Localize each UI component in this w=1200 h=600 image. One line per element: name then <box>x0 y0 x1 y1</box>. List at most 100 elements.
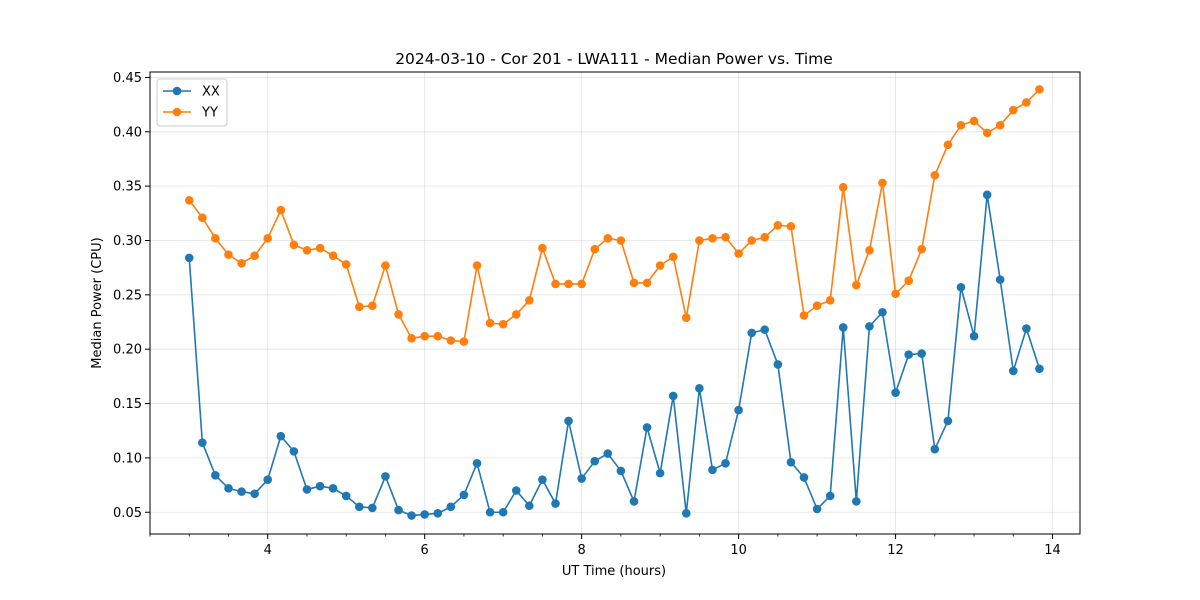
data-point-xx <box>524 501 534 511</box>
data-point-xx <box>878 307 887 317</box>
data-point-xx <box>198 438 207 447</box>
data-point-xx <box>355 502 364 512</box>
data-point-xx <box>995 275 1005 284</box>
data-point-xx <box>315 481 325 491</box>
y-tick-label: 0.30 <box>113 234 142 249</box>
data-point-xx <box>930 444 940 454</box>
y-tick-label: 0.20 <box>113 343 142 358</box>
data-point-xx <box>433 509 443 518</box>
data-point-xx <box>760 325 770 334</box>
data-point-xx <box>289 447 299 456</box>
data-point-yy <box>368 301 377 311</box>
data-point-xx <box>328 484 338 493</box>
x-axis-label: UT Time (hours) <box>562 564 666 579</box>
data-point-yy <box>551 279 560 289</box>
data-point-xx <box>590 456 600 466</box>
data-point-xx <box>956 282 966 292</box>
data-point-yy <box>237 259 246 268</box>
data-point-xx <box>786 457 796 467</box>
data-point-yy <box>577 279 586 289</box>
data-point-yy <box>917 244 927 254</box>
data-point-xx <box>368 503 377 513</box>
data-point-xx <box>577 474 586 483</box>
data-point-xx <box>616 466 626 476</box>
data-point-yy <box>799 311 809 320</box>
data-point-yy <box>878 178 887 188</box>
data-point-yy <box>668 252 678 262</box>
data-point-xx <box>708 465 717 475</box>
data-point-yy <box>355 302 364 312</box>
data-point-yy <box>642 278 652 288</box>
y-axis-label: Median Power (CPU) <box>90 237 105 368</box>
data-point-xx <box>184 253 194 263</box>
data-point-yy <box>760 232 770 242</box>
data-point-xx <box>891 388 900 397</box>
data-point-yy <box>590 244 600 254</box>
data-point-xx <box>825 491 835 501</box>
data-point-xx <box>407 511 416 520</box>
data-point-xx <box>695 384 704 393</box>
data-point-xx <box>603 449 613 458</box>
data-point-yy <box>708 234 717 243</box>
data-point-yy <box>825 295 835 305</box>
data-point-yy <box>564 279 573 289</box>
data-point-xx <box>1035 364 1044 374</box>
y-tick-label: 0.40 <box>113 125 142 140</box>
plot-frame <box>149 71 1081 535</box>
data-point-yy <box>485 318 495 328</box>
data-point-yy <box>446 336 456 345</box>
y-tick-label: 0.05 <box>113 506 142 521</box>
x-tick-label: 4 <box>264 543 272 558</box>
data-point-xx <box>1022 324 1031 333</box>
data-point-yy <box>289 240 299 250</box>
data-point-xx <box>459 490 469 500</box>
data-point-xx <box>211 470 220 480</box>
x-tick-label: 6 <box>421 543 429 558</box>
data-point-xx <box>381 472 390 481</box>
data-point-xx <box>394 505 403 515</box>
x-tick-label: 14 <box>1044 543 1061 558</box>
data-point-xx <box>734 405 743 415</box>
data-point-yy <box>721 232 730 242</box>
data-point-yy <box>459 337 469 346</box>
data-point-xx <box>276 431 286 441</box>
data-point-yy <box>930 170 940 180</box>
x-tick-label: 10 <box>730 543 747 558</box>
data-point-xx <box>302 485 312 494</box>
data-point-yy <box>838 182 848 192</box>
data-point-xx <box>472 459 482 468</box>
data-point-yy <box>250 251 259 261</box>
x-axis: 4 6 8 10 12 14 <box>149 534 1061 558</box>
data-point-yy <box>407 334 416 343</box>
data-point-xx <box>642 423 652 432</box>
x-tick-label: 8 <box>578 543 586 558</box>
data-point-yy <box>773 220 783 230</box>
data-point-xx <box>681 509 691 518</box>
x-tick-label: 12 <box>887 543 904 558</box>
data-point-yy <box>184 195 194 205</box>
data-point-xx <box>773 360 783 369</box>
data-point-yy <box>524 295 534 305</box>
data-point-yy <box>433 331 443 341</box>
data-point-yy <box>995 120 1005 130</box>
grid <box>150 72 1080 534</box>
data-point-yy <box>655 261 665 270</box>
data-point-xx <box>485 507 495 517</box>
legend-label-yy: YY <box>201 106 218 121</box>
data-point-xx <box>498 507 508 517</box>
data-point-yy <box>420 331 429 341</box>
data-point-xx <box>446 502 456 512</box>
data-point-xx <box>668 391 678 401</box>
data-point-yy <box>1035 85 1044 94</box>
data-point-yy <box>629 278 639 288</box>
data-point-xx <box>420 510 429 519</box>
data-point-yy <box>616 236 626 245</box>
legend-marker-xx <box>172 86 182 96</box>
series-xx <box>184 190 1044 520</box>
data-point-yy <box>734 249 743 258</box>
data-point-xx <box>564 416 573 426</box>
legend: XX YY <box>156 78 228 127</box>
data-point-xx <box>982 190 992 200</box>
data-point-xx <box>538 475 547 484</box>
